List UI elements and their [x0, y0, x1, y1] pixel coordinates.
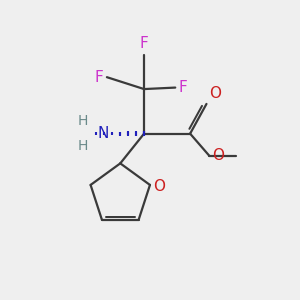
Text: O: O	[209, 86, 221, 101]
Text: H: H	[78, 114, 88, 128]
Text: H: H	[78, 139, 88, 153]
Text: O: O	[154, 179, 166, 194]
Text: O: O	[212, 148, 224, 164]
Text: F: F	[140, 36, 148, 51]
Text: N: N	[98, 126, 110, 141]
Text: F: F	[94, 70, 103, 85]
Text: F: F	[179, 80, 188, 95]
